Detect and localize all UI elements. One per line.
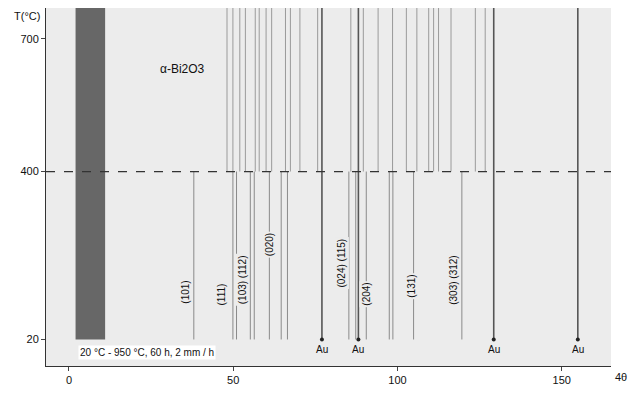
svg-text:20 °C - 950 °C, 60 h, 2 mm / h: 20 °C - 950 °C, 60 h, 2 mm / h	[80, 347, 214, 358]
svg-text:Au: Au	[316, 344, 328, 355]
svg-text:Au: Au	[572, 344, 584, 355]
svg-text:Au: Au	[352, 344, 364, 355]
svg-text:(101): (101)	[180, 280, 191, 303]
svg-text:150: 150	[553, 374, 571, 386]
svg-text:(111): (111)	[216, 284, 227, 306]
svg-text:α-Bi2O3: α-Bi2O3	[160, 62, 205, 76]
svg-text:(204): (204)	[361, 282, 372, 305]
svg-text:20: 20	[27, 333, 39, 345]
svg-text:100: 100	[388, 374, 406, 386]
svg-text:700: 700	[20, 33, 38, 45]
svg-text:(131): (131)	[406, 274, 417, 297]
svg-text:400: 400	[20, 165, 38, 177]
svg-text:(303) (312): (303) (312)	[448, 255, 459, 304]
svg-text:(103) (112): (103) (112)	[237, 256, 248, 305]
svg-text:Au: Au	[488, 344, 500, 355]
svg-text:4θ: 4θ	[615, 371, 627, 383]
svg-text:T(°C): T(°C)	[14, 10, 40, 22]
svg-text:0: 0	[66, 374, 72, 386]
svg-text:(020): (020)	[264, 233, 275, 256]
svg-text:(024) (115): (024) (115)	[336, 239, 347, 288]
svg-text:50: 50	[227, 374, 239, 386]
